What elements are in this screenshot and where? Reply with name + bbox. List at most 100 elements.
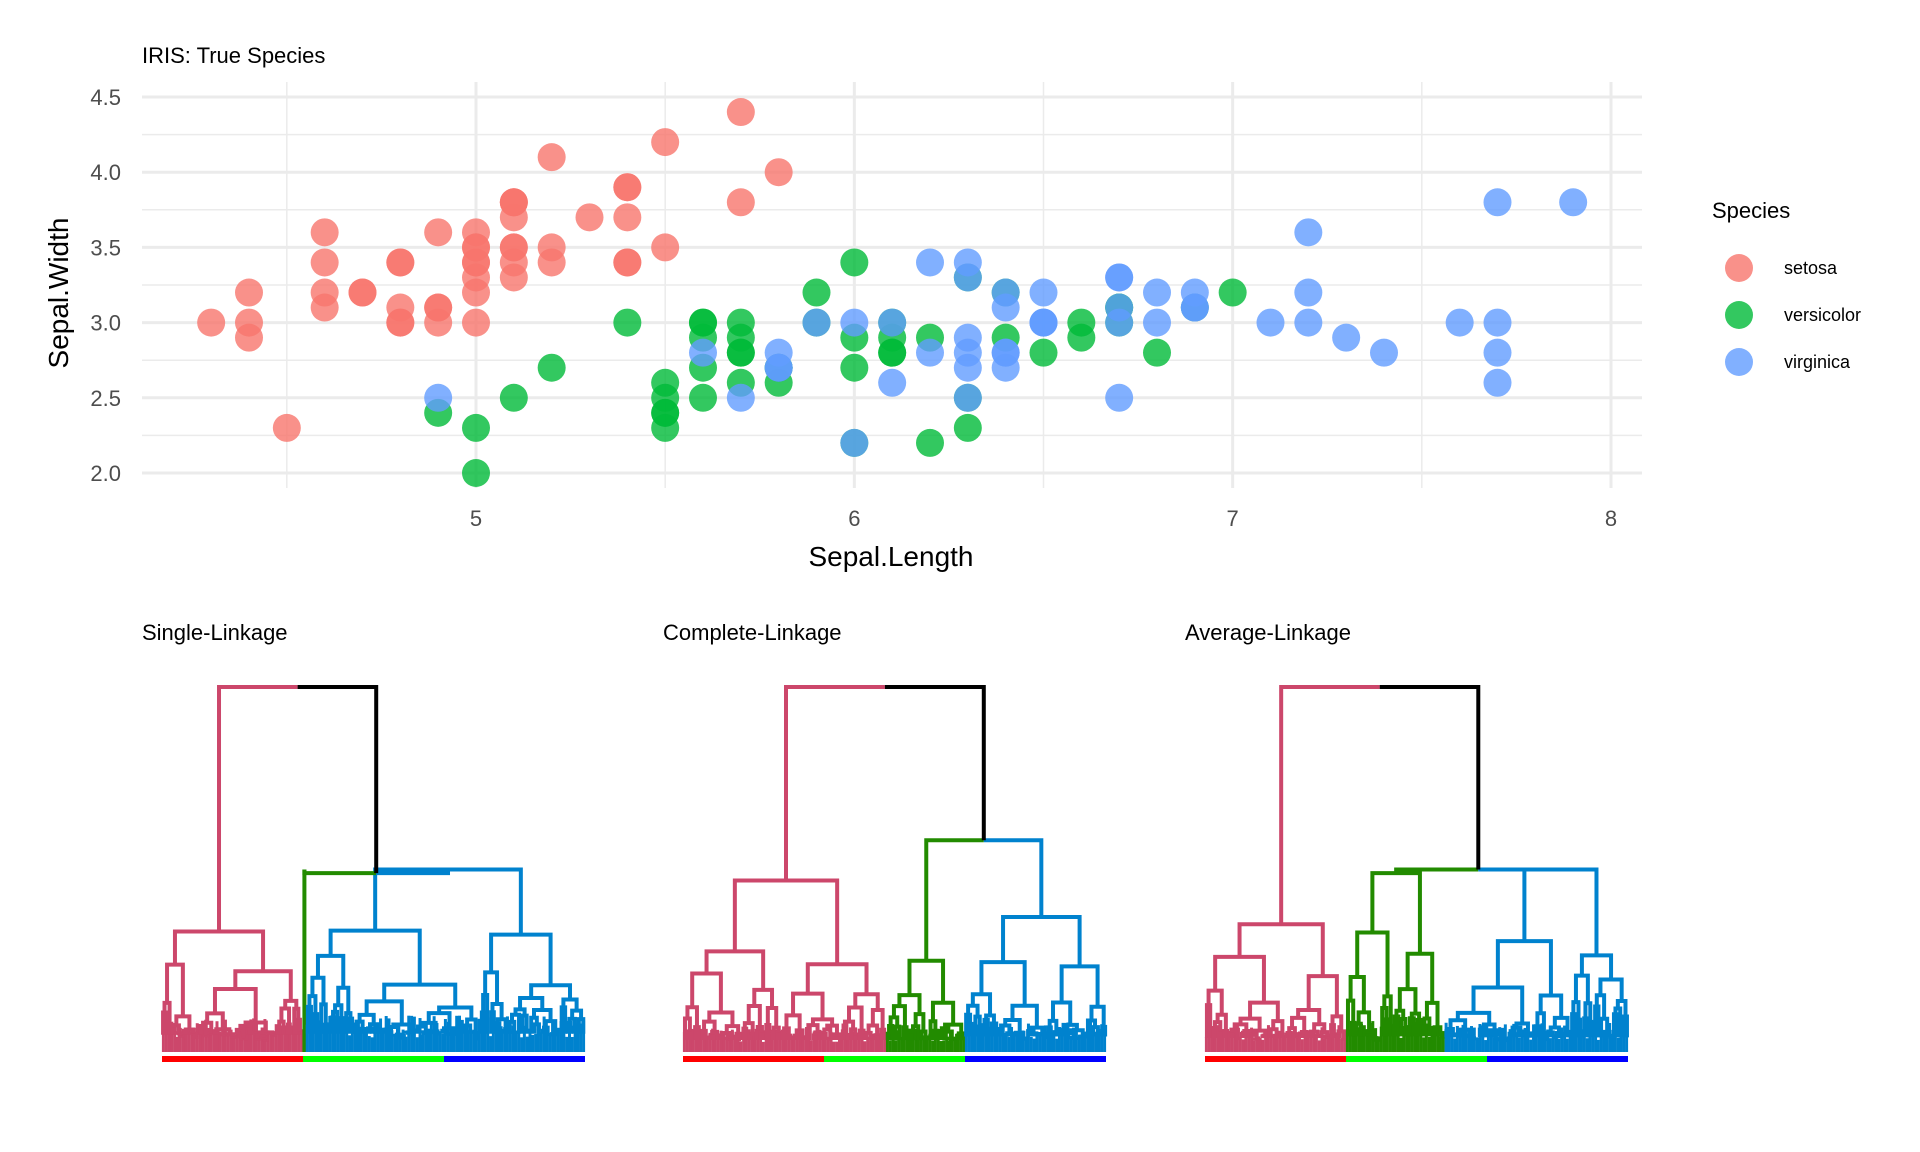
point-virginica (1105, 308, 1134, 337)
dendrogram-branch (1456, 1031, 1465, 1038)
dendrogram-branch (340, 1024, 347, 1034)
y-tick-label: 4.0 (90, 160, 121, 185)
dendrogram-branch (368, 1022, 380, 1029)
dendrogram-title-single: Single-Linkage (142, 620, 288, 645)
dendrogram-branch (746, 1004, 762, 1028)
point-versicolor (916, 428, 944, 457)
dendrogram-branch (495, 1017, 508, 1031)
dendrogram-branch (1003, 1017, 1022, 1033)
dendrogram-branch (489, 932, 553, 986)
dendrogram-branch (851, 1033, 859, 1041)
dendrogram-branch (988, 1026, 995, 1037)
dendrogram-branch (794, 1028, 805, 1038)
dendrogram-branch (741, 1026, 749, 1041)
dendrogram-branch (1405, 951, 1435, 1003)
point-virginica (840, 428, 869, 457)
dendrogram-branch (1495, 939, 1553, 996)
point-setosa (651, 233, 680, 262)
dendrogram-branch (966, 1021, 974, 1037)
legend-key-virginica (1725, 348, 1753, 376)
point-virginica (802, 308, 831, 337)
leaf-label-strip-setosa (162, 1056, 303, 1062)
dendrogram-branch (822, 1027, 833, 1039)
dendrogram-branch (305, 1004, 313, 1034)
dendrogram-branch (830, 1033, 838, 1041)
dendrogram-branch (1538, 993, 1564, 1018)
dendrogram-branch (1394, 1008, 1406, 1019)
point-versicolor (613, 308, 642, 337)
dendrogram-branch (493, 1021, 502, 1034)
dendrogram-branch (682, 1016, 692, 1041)
dendrogram-branch (1562, 1031, 1569, 1038)
dendrogram-branch (1576, 1029, 1584, 1038)
dendrogram-branch (419, 1020, 438, 1032)
dendrogram-branch (1069, 1036, 1079, 1041)
dendrogram-branch (734, 1031, 742, 1041)
dendrogram-branch (253, 1031, 266, 1038)
dendrogram-branch (247, 1029, 254, 1035)
dendrogram-branch (1579, 953, 1614, 980)
dendrogram-branch (1424, 1000, 1440, 1028)
dendrogram-branch (233, 969, 293, 1001)
dendrogram-branch (764, 1022, 772, 1041)
point-virginica (840, 308, 869, 337)
point-setosa (424, 218, 453, 247)
dendrogram-branch (1307, 1032, 1315, 1039)
dendrogram-branch (1510, 1025, 1523, 1032)
dendrogram-branch (805, 962, 869, 995)
dendrogram-branch (1455, 1010, 1492, 1025)
dendrogram-branch (943, 1022, 964, 1034)
dendrogram-branch (1001, 914, 1082, 967)
point-virginica (991, 338, 1020, 367)
dendrogram-branch (1354, 1021, 1363, 1037)
dendrogram-branch (755, 1025, 764, 1033)
dendrogram-branch (864, 1030, 873, 1041)
point-virginica (991, 293, 1020, 322)
point-virginica (764, 353, 793, 382)
point-virginica (1143, 278, 1171, 307)
dendrogram-branch (376, 869, 451, 876)
dendrogram-branch (333, 1003, 344, 1019)
dendrogram-branch (565, 1020, 573, 1034)
dendrogram-branch (359, 1027, 367, 1034)
dendrogram-branch (1621, 1014, 1629, 1038)
point-setosa (537, 143, 566, 172)
dendrogram-root-branch (884, 685, 986, 841)
dendrogram-branch (489, 1010, 496, 1034)
point-versicolor (878, 338, 907, 367)
dendrogram-branch (910, 1024, 921, 1041)
dendrogram-branch (1415, 1017, 1423, 1037)
dendrogram-branch (183, 1027, 196, 1034)
dendrogram-branch (872, 1034, 879, 1041)
dendrogram-branch (541, 1025, 550, 1034)
dendrogram-branch (1261, 1033, 1269, 1039)
dendrogram-branch (1249, 1032, 1259, 1039)
point-virginica (1294, 218, 1323, 247)
dendrogram-branch (1312, 1022, 1327, 1033)
legend: Species setosa versicolor virginica (1712, 198, 1861, 376)
dendrogram-branch (820, 1031, 828, 1041)
dendrogram-branch (1426, 1030, 1433, 1037)
point-virginica (1332, 323, 1361, 352)
dendrogram-branch (1394, 867, 1479, 874)
dendrogram-branch (344, 1011, 353, 1034)
point-versicolor (689, 383, 717, 412)
dendrogram-branch (754, 1028, 761, 1041)
dendrogram-branch (576, 1017, 586, 1034)
dendrogram-branch (1444, 1029, 1452, 1038)
x-tick-label: 6 (848, 506, 860, 531)
dendrogram-branch (550, 1032, 560, 1037)
dendrogram-branch (1285, 1031, 1293, 1039)
dendrogram-branch (217, 685, 298, 932)
dendrogram-branch (685, 1005, 699, 1028)
dendrogram-branch (1392, 1014, 1401, 1037)
point-setosa (462, 263, 490, 292)
dendrogram-branch (1094, 1031, 1102, 1037)
dendrogram-branch (1279, 685, 1380, 925)
point-versicolor (840, 248, 869, 277)
point-virginica (1483, 188, 1512, 217)
dendrogram-branch (891, 1030, 899, 1041)
point-virginica (1029, 278, 1058, 307)
dendrogram-branch (354, 1019, 365, 1030)
